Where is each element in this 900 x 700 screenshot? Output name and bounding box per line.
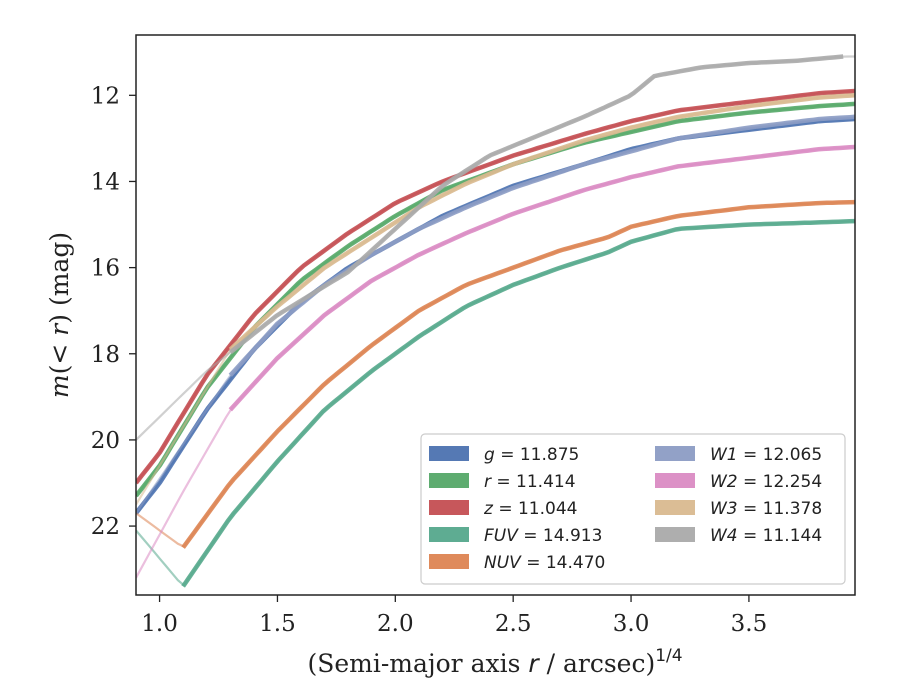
series-z: [136, 88, 855, 485]
legend-label-w3: W3 = 11.378: [710, 499, 822, 519]
y-tick-label: 18: [91, 342, 120, 368]
legend-label-w4: W4 = 11.144: [710, 526, 822, 546]
legend-label-g: g = 11.875: [484, 445, 579, 465]
legend-label-r: r = 11.414: [484, 472, 576, 492]
legend-label-nuv: NUV = 14.470: [484, 553, 605, 573]
y-tick-label: 16: [91, 256, 120, 282]
plot-frame: [135, 34, 856, 596]
x-tick-label: 3.5: [731, 611, 768, 637]
x-tick-label: 1.0: [141, 611, 178, 637]
legend-swatch-fuv: [429, 527, 469, 542]
series-w2-band: [228, 144, 855, 412]
series-w4: [136, 54, 855, 441]
legend-swatch-g: [429, 446, 469, 461]
series-nuv-band: [181, 199, 855, 549]
series-z-band: [136, 88, 855, 485]
series-fuv-band: [181, 218, 855, 588]
series-w3-band: [228, 93, 855, 352]
legend-swatch-w1: [655, 446, 695, 461]
legend-swatch-w4: [655, 527, 695, 542]
y-tick-label: 12: [91, 83, 120, 109]
x-tick-label: 1.5: [259, 611, 296, 637]
series-z-model-line: [136, 89, 855, 484]
legend-label-w1: W1 = 12.065: [710, 445, 822, 465]
x-tick-label: 2.0: [377, 611, 414, 637]
legend-swatch-w2: [655, 473, 695, 488]
y-axis-label: m(< r) (mag): [45, 232, 74, 398]
y-tick-label: 14: [91, 169, 120, 195]
series-w4-band: [228, 54, 844, 355]
y-tick-label: 20: [91, 428, 120, 454]
legend-label-z: z = 11.044: [483, 499, 577, 519]
x-tick-label: 2.5: [495, 611, 532, 637]
legend-swatch-w3: [655, 500, 695, 515]
series-fuv: [136, 218, 855, 588]
y-tick-label: 22: [91, 514, 120, 540]
series-w2: [136, 144, 855, 579]
legend-label-w2: W2 = 12.254: [710, 472, 822, 492]
legend-box: [420, 433, 846, 585]
legend-swatch-r: [429, 473, 469, 488]
series-nuv: [136, 199, 855, 549]
legend-label-fuv: FUV = 14.913: [484, 526, 602, 546]
legend-swatch-z: [429, 500, 469, 515]
legend-swatch-nuv: [429, 554, 469, 569]
series-w3: [136, 93, 855, 506]
x-axis-label: (Semi-major axis r / arcsec)1/4: [307, 646, 682, 678]
x-tick-label: 3.0: [613, 611, 650, 637]
